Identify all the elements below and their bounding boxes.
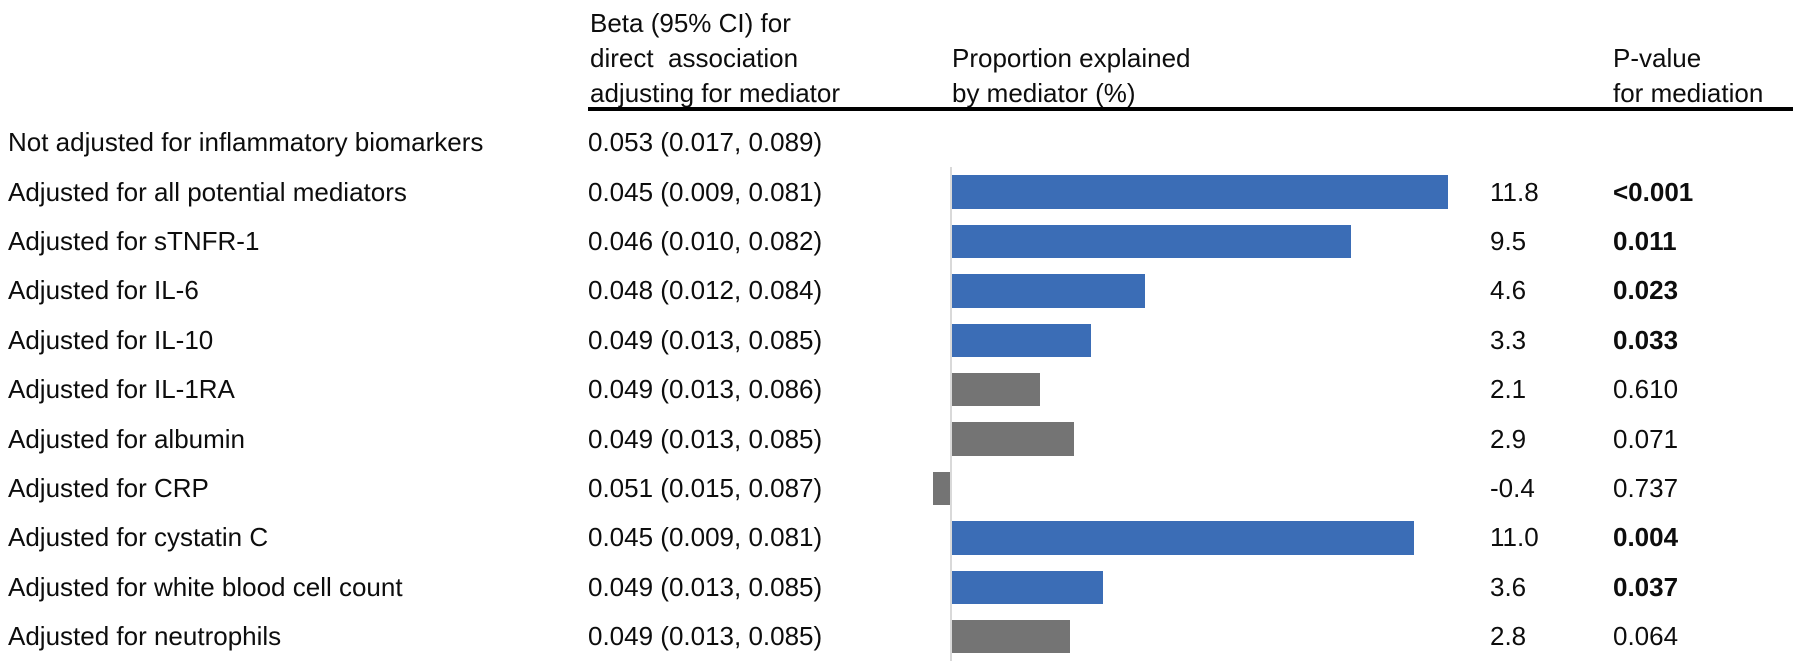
row-label: Adjusted for albumin	[8, 423, 246, 454]
row-label: Adjusted for white blood cell count	[8, 571, 403, 602]
table-row: Adjusted for CRP 0.051 (0.015, 0.087) -0.4…	[0, 463, 1804, 514]
table-row: Adjusted for cystatin C 0.045 (0.009, 0.0…	[0, 513, 1804, 563]
column-header-beta-ci: Beta (95% CI) for direct association adj…	[590, 8, 841, 108]
proportion-bar-cell	[950, 364, 1490, 415]
table-row: Adjusted for IL-10 0.049 (0.013, 0.085) 3.…	[0, 315, 1804, 365]
proportion-bar-cell	[950, 414, 1490, 464]
nonsignificant-mediation-bar	[952, 619, 1070, 654]
row-label: Adjusted for all potential mediators	[8, 176, 407, 207]
nonsignificant-mediation-bar	[952, 422, 1074, 456]
proportion-bar-cell	[950, 266, 1490, 316]
significant-mediation-bar	[952, 570, 1104, 604]
table-row: Adjusted for albumin 0.049 (0.013, 0.085)…	[0, 414, 1804, 464]
table-row: Adjusted for all potential mediators 0.04…	[0, 167, 1804, 217]
significant-mediation-bar	[952, 521, 1414, 555]
significant-mediation-bar	[952, 175, 1448, 209]
p-value: 0.011	[1613, 225, 1677, 256]
rows-container: Not adjusted for inflammatory biomarkers…	[0, 118, 1804, 662]
beta-ci-value: 0.049 (0.013, 0.085)	[588, 571, 823, 602]
table-row: Adjusted for white blood cell count 0.049…	[0, 562, 1804, 612]
proportion-value: 4.6	[1490, 275, 1527, 306]
proportion-bar-cell	[950, 118, 1490, 167]
proportion-bar-cell	[950, 167, 1490, 217]
beta-ci-value: 0.045 (0.009, 0.081)	[588, 176, 823, 207]
proportion-value: 3.3	[1490, 324, 1527, 355]
p-value: 0.004	[1613, 522, 1679, 553]
row-label: Adjusted for sTNFR-1	[8, 225, 260, 256]
beta-ci-value: 0.051 (0.015, 0.087)	[588, 472, 823, 503]
p-value: 0.037	[1613, 571, 1679, 602]
proportion-bar-cell	[950, 562, 1490, 612]
proportion-value: 2.8	[1490, 621, 1527, 652]
p-value: 0.023	[1613, 275, 1679, 306]
beta-ci-value: 0.049 (0.013, 0.085)	[588, 621, 823, 652]
proportion-bar-cell	[950, 216, 1490, 267]
proportion-bar-cell	[933, 463, 1490, 514]
column-header-p-value: P-value for mediation	[1613, 43, 1764, 108]
proportion-value: 2.9	[1490, 423, 1527, 454]
table-row: Not adjusted for inflammatory biomarkers…	[0, 118, 1804, 167]
p-value: 0.064	[1613, 621, 1679, 652]
row-label: Adjusted for CRP	[8, 472, 209, 503]
row-label: Adjusted for IL-6	[8, 275, 199, 306]
table-row: Adjusted for sTNFR-1 0.046 (0.010, 0.082)…	[0, 216, 1804, 267]
row-label: Adjusted for IL-1RA	[8, 374, 235, 405]
proportion-value: 3.6	[1490, 571, 1527, 602]
proportion-bar-cell	[950, 513, 1490, 563]
beta-ci-value: 0.049 (0.013, 0.085)	[588, 324, 823, 355]
header-divider-rule	[588, 107, 1793, 111]
proportion-value: 9.5	[1490, 225, 1527, 256]
beta-ci-value: 0.048 (0.012, 0.084)	[588, 275, 823, 306]
row-label: Not adjusted for inflammatory biomarkers	[8, 127, 484, 158]
beta-ci-value: 0.049 (0.013, 0.086)	[588, 374, 823, 405]
table-row: Adjusted for IL-1RA 0.049 (0.013, 0.086) 2…	[0, 364, 1804, 415]
p-value: 0.737	[1613, 472, 1679, 503]
proportion-value: 2.1	[1490, 374, 1527, 405]
beta-ci-value: 0.053 (0.017, 0.089)	[588, 127, 823, 158]
p-value: 0.071	[1613, 423, 1679, 454]
proportion-value: 11.8	[1490, 176, 1539, 207]
beta-ci-value: 0.046 (0.010, 0.082)	[588, 225, 823, 256]
row-label: Adjusted for IL-10	[8, 324, 214, 355]
row-label: Adjusted for neutrophils	[8, 621, 282, 652]
p-value: 0.610	[1613, 374, 1679, 405]
row-label: Adjusted for cystatin C	[8, 522, 269, 553]
beta-ci-value: 0.045 (0.009, 0.081)	[588, 522, 823, 553]
proportion-value: 11.0	[1490, 522, 1539, 553]
table-row: Adjusted for IL-6 0.048 (0.012, 0.084) 4.6…	[0, 266, 1804, 316]
p-value: <0.001	[1613, 176, 1694, 207]
beta-ci-value: 0.049 (0.013, 0.085)	[588, 423, 823, 454]
p-value: 0.033	[1613, 324, 1679, 355]
table-row: Adjusted for neutrophils 0.049 (0.013, 0.…	[0, 611, 1804, 662]
significant-mediation-bar	[952, 274, 1146, 308]
nonsignificant-mediation-bar	[933, 471, 950, 506]
proportion-value: -0.4	[1490, 472, 1535, 503]
proportion-bar-cell	[950, 611, 1490, 662]
column-header-proportion-explained: Proportion explained by mediator (%)	[952, 43, 1191, 108]
proportion-bar-cell	[950, 315, 1490, 365]
significant-mediation-bar	[952, 224, 1351, 259]
nonsignificant-mediation-bar	[952, 372, 1041, 407]
significant-mediation-bar	[952, 323, 1091, 357]
